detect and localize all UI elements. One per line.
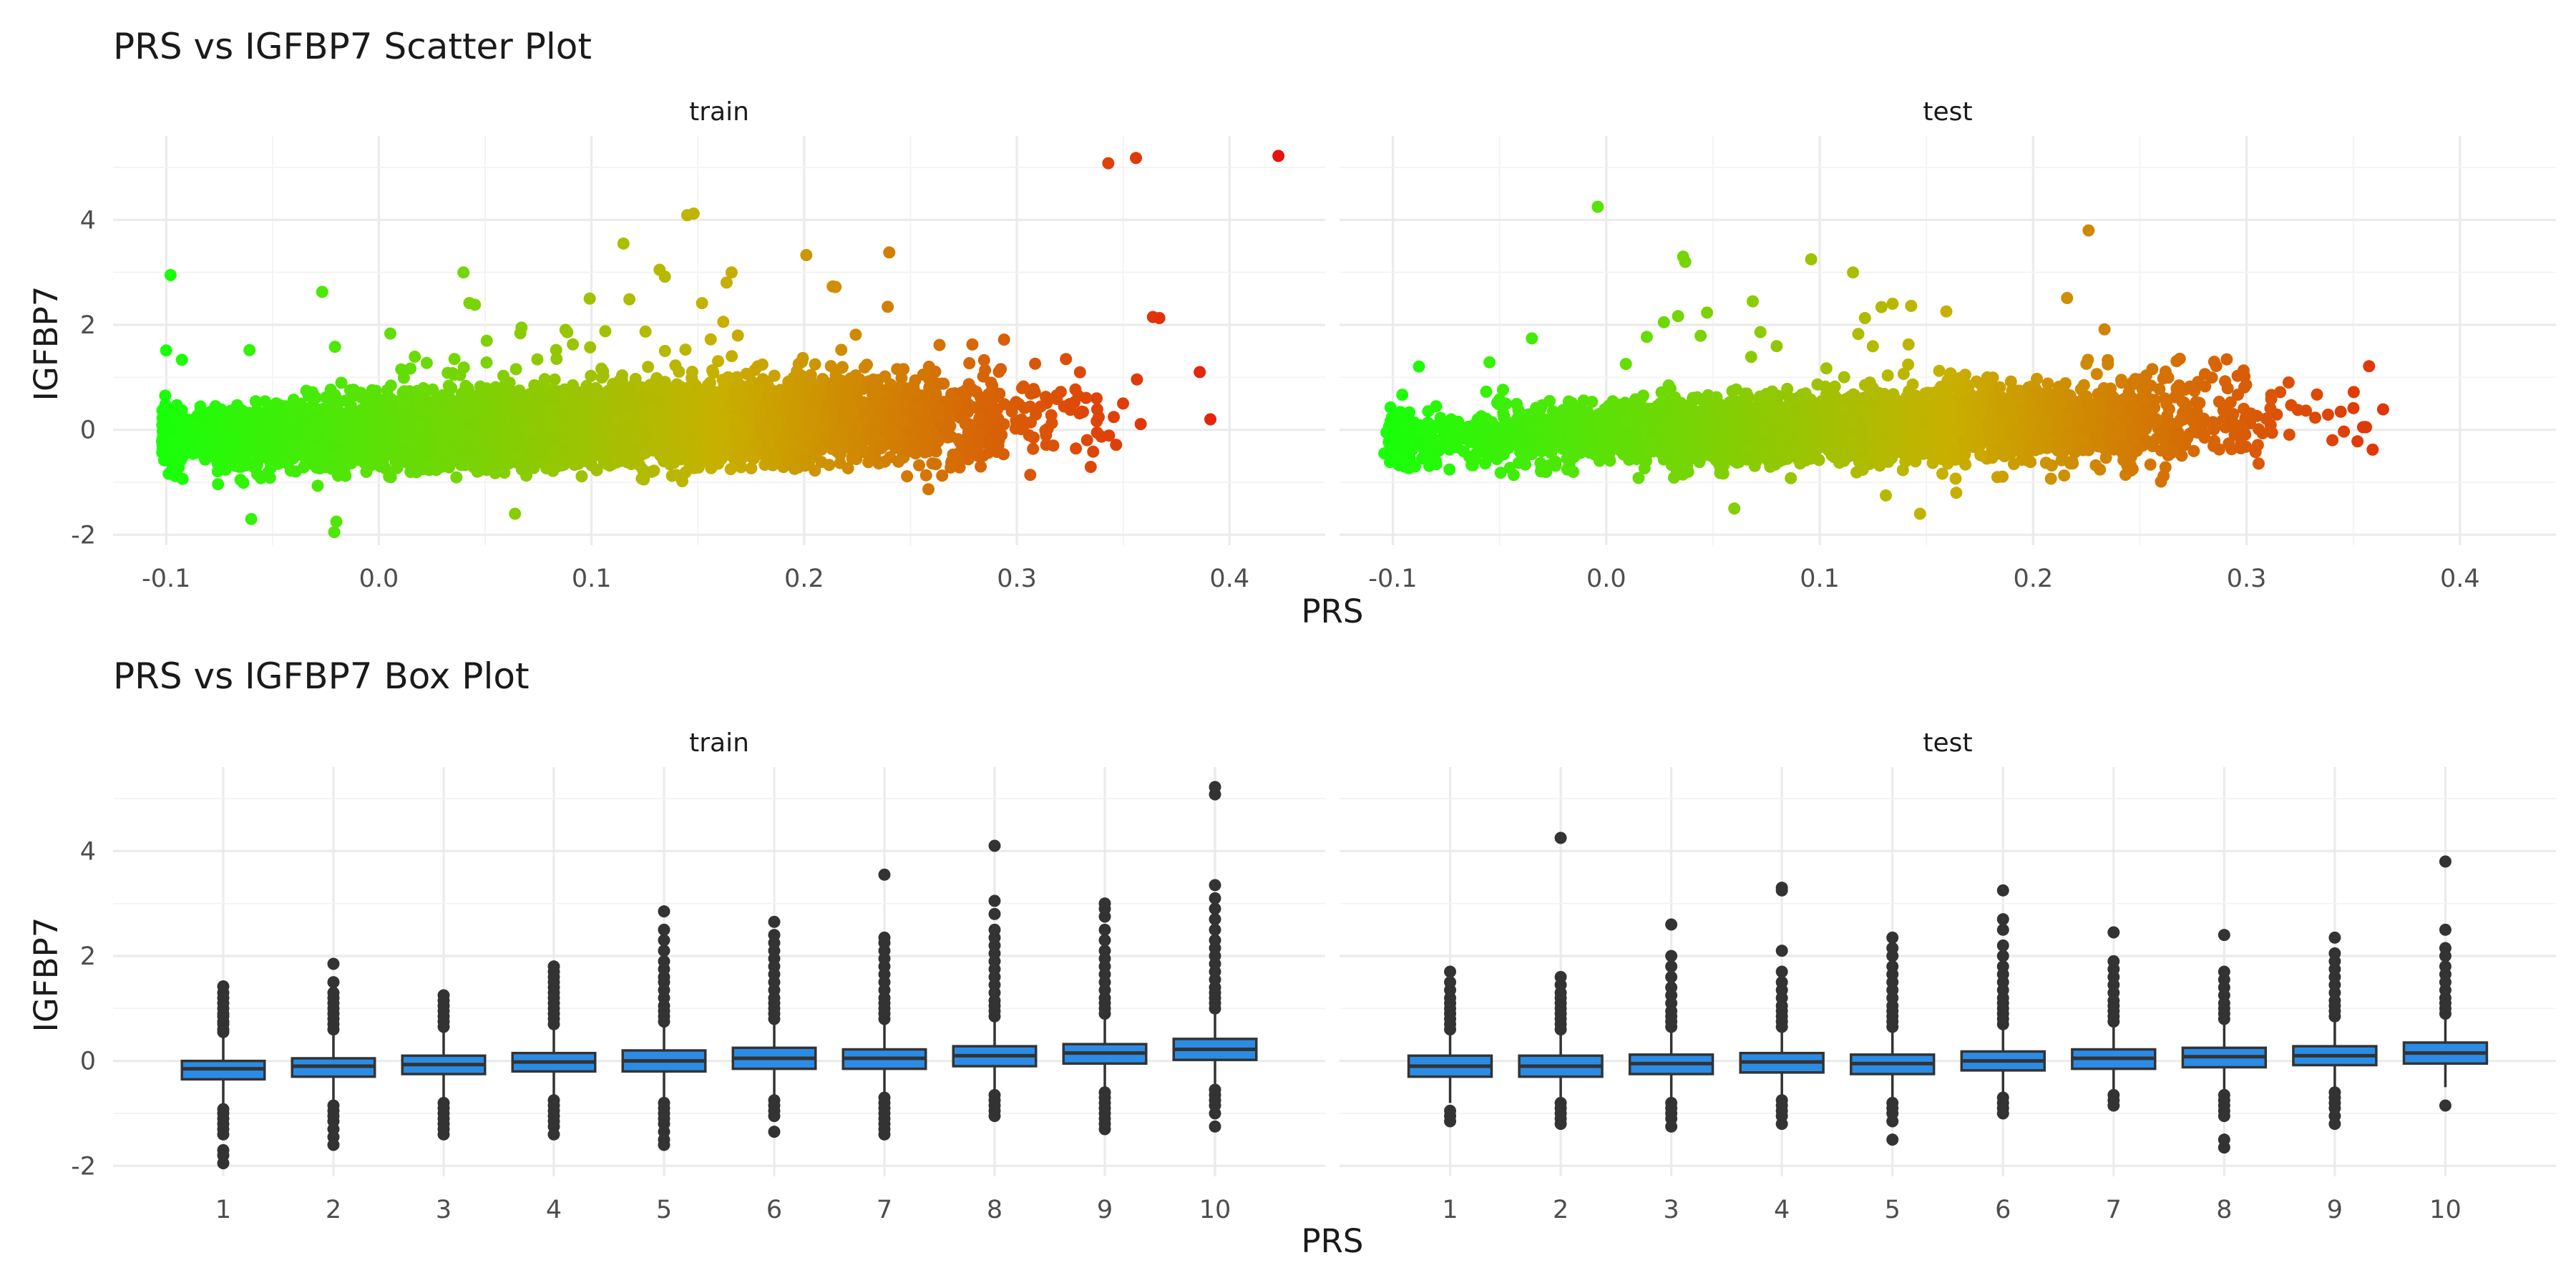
scatter-point — [1070, 442, 1083, 455]
scatter-point — [311, 479, 324, 492]
scatter-point — [1091, 426, 1103, 439]
scatter-point — [919, 469, 932, 482]
scatter-point — [384, 327, 396, 340]
scatter-plot-title: PRS vs IGFBP7 Scatter Plot — [113, 26, 592, 67]
scatter-point — [1134, 418, 1147, 431]
scatter-point — [926, 457, 939, 470]
scatter-point — [567, 338, 580, 351]
scatter-point — [882, 301, 894, 313]
scatter-point — [835, 343, 848, 356]
scatter-point — [1108, 411, 1120, 424]
scatter-point — [1091, 392, 1103, 405]
scatter-point — [1080, 391, 1093, 404]
scatter-point — [480, 356, 493, 369]
scatter-point — [913, 459, 925, 472]
scatter-point — [176, 472, 189, 485]
scatter-point — [623, 293, 636, 306]
scatter-point — [531, 353, 544, 366]
scatter-point — [1027, 442, 1040, 455]
scatter-point — [480, 334, 493, 347]
scatter-point — [1060, 353, 1073, 366]
scatter-point — [450, 471, 463, 484]
scatter-point — [1117, 397, 1129, 410]
scatter-point — [1024, 469, 1037, 482]
scatter-point — [409, 351, 421, 363]
scatter-train-point-cloud — [155, 266, 1147, 496]
scatter-strip-label-train: train — [689, 97, 749, 127]
scatter-point — [696, 297, 708, 310]
scatter-strip-label-test: test — [1923, 97, 1972, 127]
